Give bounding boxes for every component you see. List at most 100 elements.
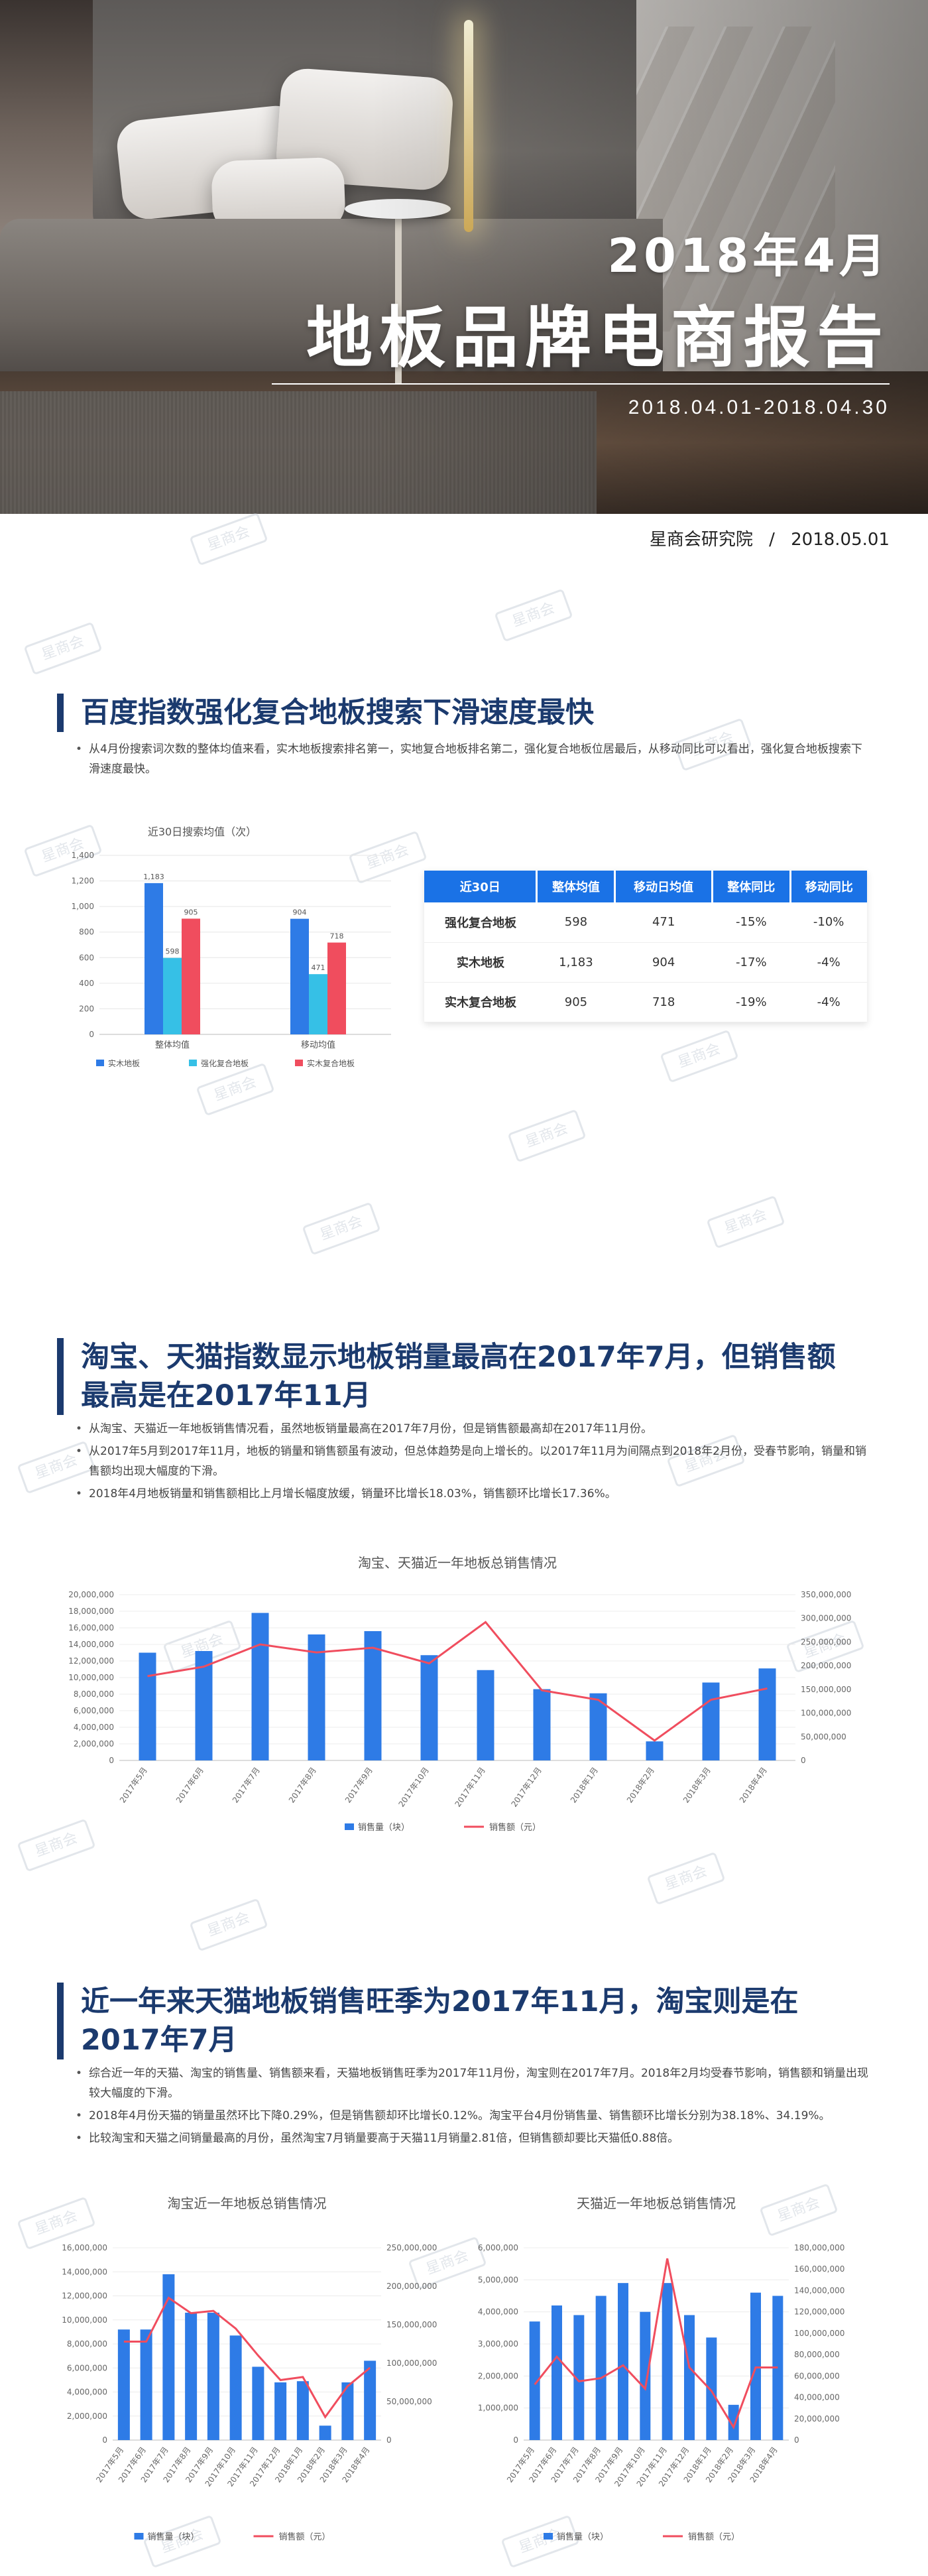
hero-banner: 2018年4月 地板品牌电商报告 2018.04.01-2018.04.30 — [0, 0, 928, 514]
bar — [646, 1741, 664, 1760]
line-series — [123, 2296, 371, 2419]
y-tick-label-left: 16,000,000 — [68, 1623, 114, 1632]
hero-divider — [272, 383, 890, 385]
table-cell: -15% — [712, 902, 791, 943]
y-tick-label-right: 120,000,000 — [794, 2307, 844, 2317]
hero-title-main: 地板品牌电商报告 — [306, 299, 890, 377]
section2-bullet: 从2017年5月到2017年11月，地板的销量和销售额虽有波动，但总体趋势是向上… — [74, 1441, 870, 1481]
table-cell: 实木复合地板 — [424, 982, 537, 1022]
section2-bullets: 从淘宝、天猫近一年地板销售情况看，虽然地板销量最高在2017年7月份，但是销售额… — [74, 1419, 870, 1506]
x-tick-label: 2017年6月 — [174, 1766, 205, 1805]
y-tick-label-right: 100,000,000 — [794, 2329, 844, 2338]
y-tick-label-left: 10,000,000 — [62, 2315, 107, 2325]
y-tick-label-left: 12,000,000 — [62, 2292, 107, 2301]
legend-label: 销售量（块） — [557, 2532, 609, 2542]
byline-date: 2018.05.01 — [791, 530, 890, 550]
y-tick-label: 0 — [89, 1030, 94, 1039]
y-tick-label: 1,000 — [72, 902, 94, 911]
table-header-cell: 近30日 — [424, 871, 538, 902]
table-cell: -4% — [790, 942, 867, 983]
bar — [117, 2329, 130, 2440]
hero-bed — [0, 219, 663, 385]
bar — [296, 2381, 309, 2440]
section2-title: 淘宝、天猫指数显示地板销量最高在2017年7月，但销售额 最高是在2017年11… — [57, 1338, 836, 1415]
y-tick-label-left: 6,000,000 — [67, 2363, 107, 2372]
bar — [290, 918, 309, 1034]
y-tick-label-right: 250,000,000 — [801, 1637, 851, 1646]
hero-side-table — [345, 199, 451, 219]
data-label: 905 — [184, 908, 198, 916]
taobao-sales-chart: 淘宝近一年地板总销售情况 0 2,000,000 4,000,000 6,000,000… — [13, 2181, 464, 2553]
chart-title: 天猫近一年地板总销售情况 — [577, 2195, 736, 2211]
x-tick-label: 2017年12月 — [509, 1766, 544, 1809]
y-tick-label-left: 0 — [102, 2435, 107, 2445]
y-tick-label-right: 40,000,000 — [794, 2393, 840, 2402]
byline-separator: / — [769, 530, 775, 550]
y-tick-label: 400 — [79, 979, 94, 988]
hero-title-month: 2018年4月 — [607, 229, 890, 283]
y-tick-label-right: 50,000,000 — [801, 1732, 846, 1741]
y-tick-label-right: 100,000,000 — [386, 2359, 437, 2368]
bar — [420, 1655, 438, 1760]
table-row: 实木复合地板 905 718 -19% -4% — [424, 982, 867, 1022]
bar — [251, 1613, 269, 1760]
y-tick-label-left: 3,000,000 — [478, 2339, 518, 2349]
y-tick-label-left: 0 — [513, 2435, 518, 2445]
search-mean-chart: 近30日搜索均值（次） 0 200 400 600 800 1,000 1,200 1,400 1… — [53, 816, 411, 1081]
bar — [163, 957, 182, 1034]
x-tick-label: 整体均值 — [155, 1040, 190, 1050]
legend-swatch — [544, 2533, 553, 2540]
table-cell: 718 — [614, 982, 713, 1022]
chart-title: 淘宝、天猫近一年地板总销售情况 — [358, 1555, 557, 1571]
section3-bullet: 2018年4月份天猫的销量虽然环比下降0.29%，但是销售额却环比增长0.12%… — [74, 2106, 870, 2126]
bar — [319, 2425, 331, 2440]
watermark-logo: 星商会 — [507, 1109, 587, 1163]
bar — [758, 1668, 776, 1760]
bar — [640, 2311, 651, 2440]
x-tick-label: 2018年1月 — [569, 1766, 600, 1805]
table-cell: -17% — [712, 942, 791, 983]
legend-swatch — [134, 2533, 144, 2540]
legend-label: 实木地板 — [108, 1058, 140, 1068]
table-cell: 905 — [536, 982, 615, 1022]
watermark-logo: 星商会 — [494, 588, 573, 643]
chart-title: 近30日搜索均值（次） — [148, 826, 257, 838]
table-cell: 598 — [536, 902, 615, 943]
combined-sales-chart: 淘宝、天猫近一年地板总销售情况 0 2,000,000 4,000,000 6,000,… — [53, 1538, 875, 1843]
y-tick-label-left: 1,000,000 — [478, 2404, 518, 2413]
hero-lamp — [464, 20, 473, 232]
bar — [252, 2366, 264, 2440]
hero-marble — [636, 27, 835, 332]
table-header-cell: 移动日均值 — [614, 871, 713, 902]
bar — [327, 942, 346, 1034]
watermark-logo: 星商会 — [23, 621, 103, 676]
search-mean-table: 近30日 整体均值 移动日均值 整体同比 移动同比 强化复合地板 598 471… — [424, 871, 867, 1022]
y-tick-label-left: 20,000,000 — [68, 1590, 114, 1599]
y-tick-label-left: 4,000,000 — [478, 2307, 518, 2317]
y-tick-label-left: 5,000,000 — [478, 2275, 518, 2284]
table-row: 强化复合地板 598 471 -15% -10% — [424, 902, 867, 943]
taobao-sales-chart-svg: 淘宝近一年地板总销售情况 0 2,000,000 4,000,000 6,000,000… — [62, 2195, 437, 2542]
bar — [772, 2296, 783, 2440]
bar — [684, 2315, 695, 2440]
y-tick-label-right: 140,000,000 — [794, 2286, 844, 2295]
legend-swatch — [345, 1823, 354, 1830]
y-tick-label-right: 0 — [801, 1756, 806, 1765]
watermark-logo: 星商会 — [189, 1898, 268, 1952]
y-tick-label-right: 60,000,000 — [794, 2371, 840, 2380]
line-series — [534, 2258, 778, 2430]
bar — [551, 2305, 562, 2440]
x-tick-label: 2017年9月 — [343, 1766, 375, 1805]
bar — [308, 1634, 325, 1760]
table-header-cell: 整体均值 — [536, 871, 616, 902]
data-label: 598 — [166, 948, 180, 956]
section1-bullet: 从4月份搜索词次数的整体均值来看，实木地板搜索排名第一，实地复合地板排名第二，强… — [74, 739, 870, 779]
section3-bullet: 综合近一年的天猫、淘宝的销售量、销售额来看，天猫地板销售旺季为2017年11月份… — [74, 2063, 870, 2103]
bar — [341, 2382, 354, 2440]
line-series — [147, 1621, 768, 1742]
bar — [145, 883, 163, 1034]
y-tick-label-left: 12,000,000 — [68, 1656, 114, 1666]
section3-title-line2: 2017年7月 — [81, 2024, 237, 2057]
table-cell: 471 — [614, 902, 713, 943]
table-cell: -4% — [790, 982, 867, 1022]
